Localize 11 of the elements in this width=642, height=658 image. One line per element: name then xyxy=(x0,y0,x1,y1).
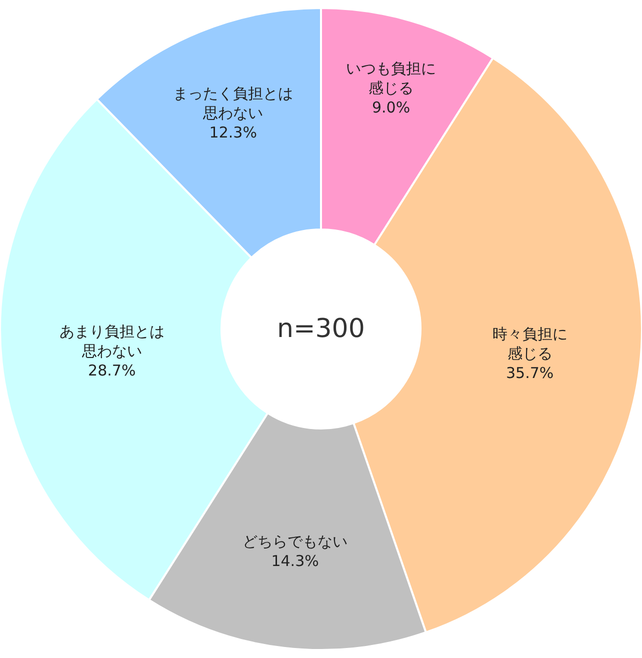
data-label: 12.3% xyxy=(209,124,257,142)
slice-label: まったく負担とは思わない xyxy=(173,84,294,122)
slice-label: どちらでもない xyxy=(242,532,348,551)
slice-label: あまり負担とは思わない xyxy=(59,322,164,360)
slice-label: いつも負担に感じる xyxy=(346,59,436,97)
data-label: 14.3% xyxy=(271,552,319,570)
slice-label: 時々負担に感じる xyxy=(492,324,568,362)
data-label: 9.0% xyxy=(372,98,410,116)
text: n=300 xyxy=(277,314,365,344)
data-label: 28.7% xyxy=(88,361,136,380)
data-label: 35.7% xyxy=(506,364,554,382)
